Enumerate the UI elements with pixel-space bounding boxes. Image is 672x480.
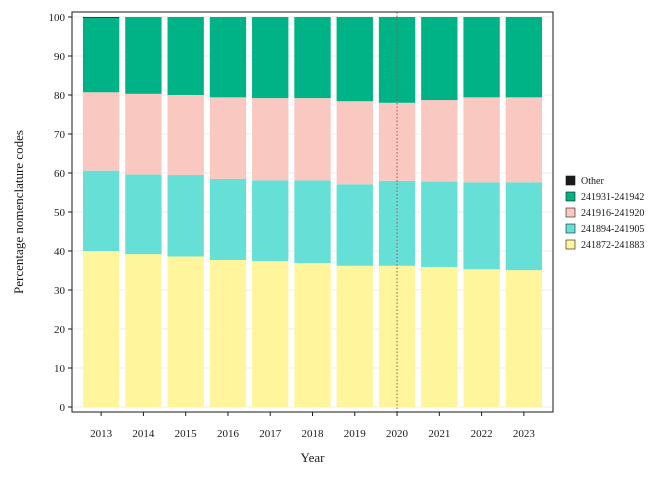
y-tick-label: 100 bbox=[49, 12, 66, 24]
bar-segment-2020-241872-241883 bbox=[378, 265, 416, 407]
bar-segment-2019-241931-241942 bbox=[336, 17, 373, 102]
bar-segment-2023-241872-241883 bbox=[505, 270, 543, 407]
legend-label: 241894-241905 bbox=[581, 224, 644, 235]
bar-segment-2019-241916-241920 bbox=[336, 101, 373, 185]
x-tick-label: 2015 bbox=[175, 428, 198, 440]
y-tick-label: 50 bbox=[54, 207, 66, 219]
y-tick-label: 20 bbox=[54, 324, 66, 336]
bar-segment-2021-241894-241905 bbox=[421, 181, 458, 267]
bar-segment-2022-241872-241883 bbox=[463, 269, 500, 407]
bar-segment-2021-241872-241883 bbox=[421, 266, 458, 407]
y-tick-label: 40 bbox=[54, 246, 66, 258]
x-axis: 2013 2014 2015 2016 2017 2018 2019 2020 2021 2022… bbox=[90, 412, 535, 440]
bar-segment-2018-241872-241883 bbox=[294, 263, 331, 407]
x-tick-label: 2017 bbox=[259, 428, 282, 440]
bar-segment-2017-241916-241920 bbox=[252, 98, 289, 181]
legend-label: 241916-241920 bbox=[581, 208, 644, 219]
bar-segment-2013-Other bbox=[82, 17, 120, 18]
bar-segment-2023-241894-241905 bbox=[505, 182, 543, 271]
bar-segment-2023-241916-241920 bbox=[505, 97, 543, 183]
bar-segment-2013-241916-241920 bbox=[82, 92, 120, 171]
y-tick-label: 80 bbox=[54, 90, 66, 102]
bar-segment-2018-241916-241920 bbox=[294, 98, 331, 181]
x-tick-label: 2022 bbox=[471, 428, 493, 440]
legend-label: Other bbox=[581, 176, 604, 187]
bar-segment-2014-241916-241920 bbox=[125, 93, 162, 175]
bar-segment-2021-241931-241942 bbox=[421, 17, 458, 101]
bar-segment-2019-241894-241905 bbox=[336, 184, 373, 266]
bar-segment-2022-241916-241920 bbox=[463, 97, 500, 183]
bar-segment-2013-241894-241905 bbox=[82, 170, 120, 251]
bar-segment-2021-241916-241920 bbox=[421, 100, 458, 182]
bar-segment-2016-241872-241883 bbox=[209, 259, 247, 407]
legend-label: 241931-241942 bbox=[581, 192, 644, 203]
x-tick-label: 2021 bbox=[428, 428, 450, 440]
legend-swatch bbox=[565, 175, 576, 186]
bar-segment-2018-241931-241942 bbox=[294, 17, 331, 99]
bar-segment-2015-241872-241883 bbox=[167, 256, 204, 407]
bar-segment-2015-241916-241920 bbox=[167, 95, 204, 175]
bar-segment-2017-241872-241883 bbox=[252, 261, 289, 407]
bar-segment-2016-241931-241942 bbox=[209, 17, 247, 98]
x-tick-label: 2016 bbox=[217, 428, 240, 440]
x-tick-label: 2018 bbox=[302, 428, 325, 440]
bar-segment-2017-241931-241942 bbox=[252, 17, 289, 99]
bar-segment-2022-241894-241905 bbox=[463, 182, 500, 270]
bar-segment-2018-241894-241905 bbox=[294, 180, 331, 264]
legend-label: 241872-241883 bbox=[581, 240, 644, 251]
bar-segment-2015-241931-241942 bbox=[167, 17, 204, 95]
bar-segment-2016-241894-241905 bbox=[209, 178, 247, 260]
bar-segment-2017-241894-241905 bbox=[252, 180, 289, 262]
y-tick-label: 30 bbox=[54, 285, 66, 297]
y-axis: 0 10 20 30 40 50 60 70 80 90 100 bbox=[49, 12, 72, 414]
y-axis-title: Percentage nomenclature codes bbox=[11, 130, 26, 294]
legend-swatch bbox=[565, 191, 576, 202]
x-tick-label: 2023 bbox=[513, 428, 536, 440]
x-tick-label: 2020 bbox=[386, 428, 409, 440]
x-tick-label: 2019 bbox=[344, 428, 367, 440]
y-tick-label: 0 bbox=[60, 402, 66, 414]
bars-layer bbox=[82, 17, 543, 407]
bar-segment-2014-241872-241883 bbox=[125, 254, 162, 407]
bar-segment-2022-241931-241942 bbox=[463, 17, 500, 98]
bar-segment-2019-241872-241883 bbox=[336, 265, 373, 407]
x-axis-title: Year bbox=[301, 450, 326, 465]
y-tick-label: 10 bbox=[54, 363, 66, 375]
x-tick-label: 2014 bbox=[132, 428, 155, 440]
y-tick-label: 70 bbox=[54, 129, 66, 141]
bar-segment-2013-241931-241942 bbox=[82, 17, 120, 93]
legend-swatch bbox=[565, 239, 576, 250]
legend: Other 241931-241942 241916-241920 241894-24… bbox=[565, 175, 644, 251]
legend-swatch bbox=[565, 207, 576, 218]
y-tick-label: 60 bbox=[54, 168, 66, 180]
bar-segment-2020-241931-241942 bbox=[378, 17, 416, 103]
bar-segment-2014-241931-241942 bbox=[125, 17, 162, 94]
bar-segment-2016-241916-241920 bbox=[209, 97, 247, 179]
y-tick-label: 90 bbox=[54, 51, 66, 63]
bar-segment-2023-241931-241942 bbox=[505, 17, 543, 98]
bar-segment-2015-241894-241905 bbox=[167, 174, 204, 257]
x-tick-label: 2013 bbox=[90, 428, 113, 440]
bar-segment-2013-241872-241883 bbox=[82, 251, 120, 407]
bar-segment-2014-241894-241905 bbox=[125, 174, 162, 255]
legend-swatch bbox=[565, 223, 576, 234]
